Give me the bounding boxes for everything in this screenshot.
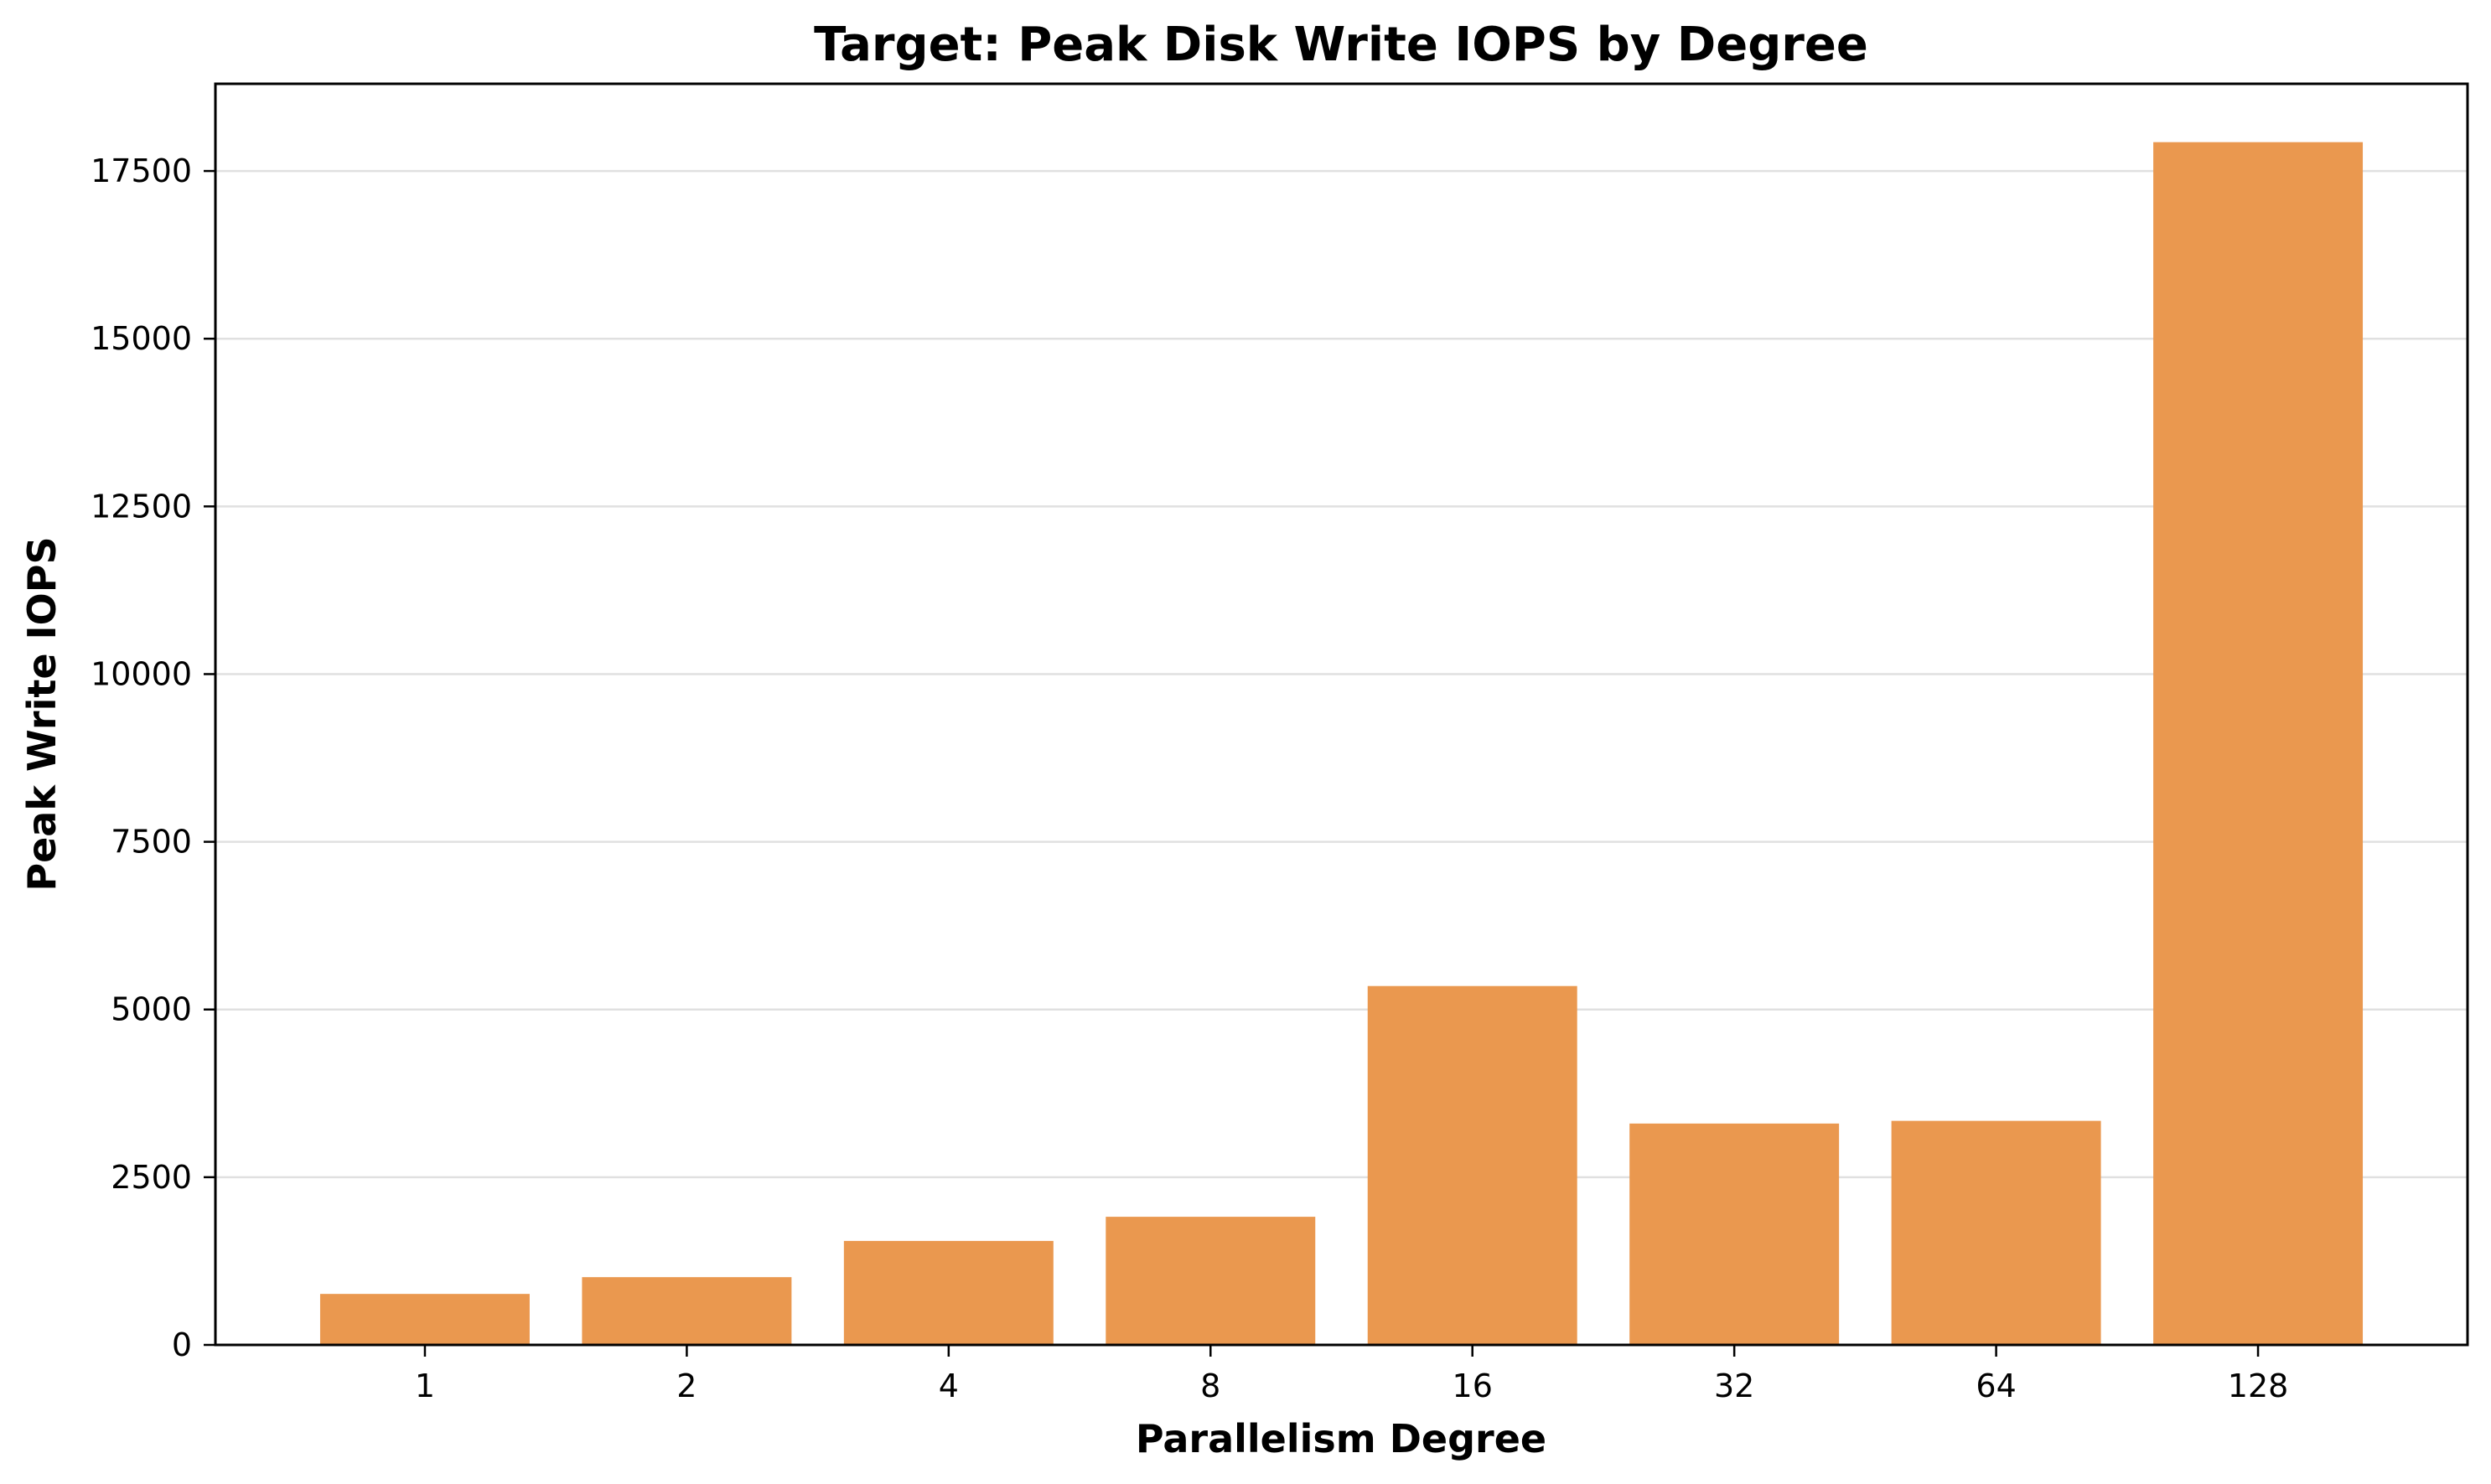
y-tick-label: 15000: [91, 320, 192, 357]
x-tick-label: 4: [939, 1368, 959, 1404]
x-tick-label: 1: [415, 1368, 435, 1404]
x-tick-label: 128: [2228, 1368, 2289, 1404]
y-tick-label: 10000: [91, 655, 192, 692]
y-tick-label: 5000: [111, 991, 192, 1028]
plot-frame: [214, 82, 2469, 1347]
x-tick-label: 32: [1714, 1368, 1754, 1404]
bar-8: [1106, 1217, 1316, 1345]
x-tick-label: 2: [676, 1368, 697, 1404]
x-tick-label: 16: [1453, 1368, 1493, 1404]
y-axis-label: Peak Write IOPS: [19, 536, 65, 891]
x-tick-label: 8: [1200, 1368, 1220, 1404]
bar-32: [1629, 1123, 1840, 1345]
y-tick-label: 17500: [91, 153, 192, 189]
chart-title: Target: Peak Disk Write IOPS by Degree: [814, 18, 1868, 72]
y-tick-label: 7500: [111, 824, 192, 861]
gridlines: [215, 169, 2468, 1179]
y-tick-label: 2500: [111, 1159, 192, 1196]
bar-16: [1367, 985, 1577, 1345]
x-axis-label: Parallelism Degree: [1136, 1416, 1546, 1461]
bar-4: [843, 1240, 1054, 1345]
x-tick-label: 64: [1976, 1368, 2016, 1404]
bar-2: [582, 1277, 792, 1345]
bar-128: [2153, 142, 2364, 1346]
bar-64: [1891, 1120, 2101, 1345]
bars: [319, 142, 2364, 1346]
y-axis-ticks: 0 2500 5000 7500 10000 12500 15000 17500: [91, 153, 215, 1363]
y-tick-label: 12500: [91, 488, 192, 525]
x-axis-ticks: 1 2 4 8 16 32 64 128: [415, 1345, 2288, 1404]
bar-1: [319, 1294, 530, 1345]
y-tick-label: 0: [172, 1326, 192, 1363]
